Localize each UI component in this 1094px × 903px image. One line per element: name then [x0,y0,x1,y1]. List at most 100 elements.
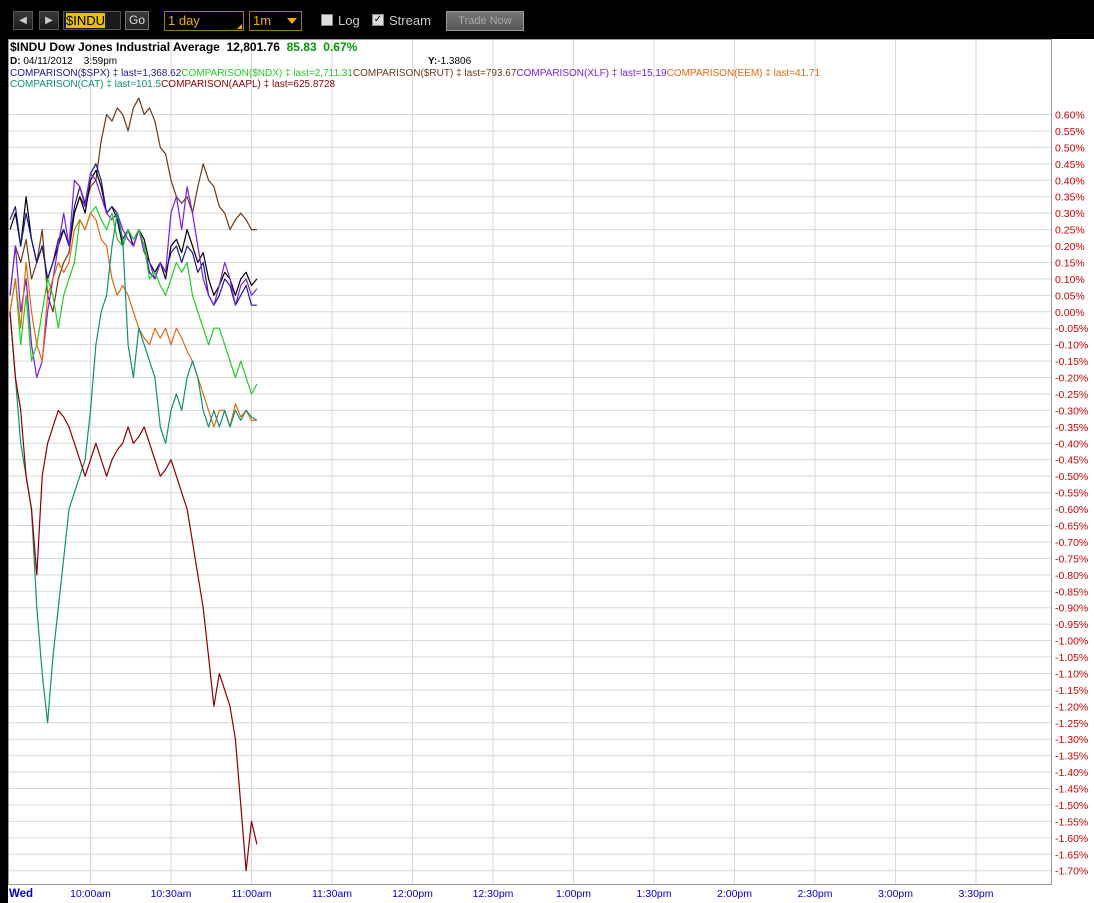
x-tick-label: 2:00pm [717,888,752,900]
quote-line: $INDU Dow Jones Industrial Average 12,80… [10,41,710,55]
x-tick-label: 11:00am [231,888,271,900]
y-tick-label: -1.10% [1055,668,1088,680]
x-axis-panel [8,885,1094,903]
x-tick-label: 3:00pm [878,888,913,900]
y-tick-label: -1.20% [1055,701,1088,713]
trade-now-button[interactable]: Trade Now [446,11,524,31]
crosshair-time: 3:59pm [83,56,118,67]
x-tick-label: Wed [9,888,33,900]
y-tick-label: -1.55% [1055,816,1088,828]
y-tick-label: -0.85% [1055,586,1088,598]
symbol-input[interactable]: $INDU [63,11,121,30]
chevron-right-icon[interactable]: ▶ [39,11,59,30]
y-tick-label: -1.25% [1055,718,1088,730]
x-tick-label: 3:30pm [958,888,993,900]
y-tick-label: -0.90% [1055,603,1088,615]
series-line-ndx [9,206,258,395]
series-line-rut [9,97,257,313]
y-tick-label: 0.15% [1055,257,1085,269]
y-tick-label: -0.65% [1055,521,1088,533]
y-tick-label: 0.25% [1055,225,1085,237]
y-tick-label: -0.75% [1055,553,1088,565]
y-tick-label: -0.50% [1055,471,1088,483]
legend-item-eem: COMPARISON(EEM) ‡ last=41.71 [666,68,821,79]
x-tick-label: 10:00am [70,888,111,900]
y-tick-label: -0.95% [1055,619,1088,631]
legend-item-spx: COMPARISON($SPX) ‡ last=1,368.62 [10,68,182,79]
legend-item-cat: COMPARISON(CAT) ‡ last=101.5 [10,79,162,90]
period-select-value: 1 day [168,13,200,28]
y-tick-label: 0.35% [1055,192,1085,204]
y-tick-label: 0.50% [1055,142,1085,154]
y-tick-label: -1.65% [1055,849,1088,861]
series-line-aapl [9,311,258,872]
resize-corner-icon [237,24,242,29]
y-tick-label: 0.40% [1055,175,1085,187]
y-tick-label: -0.25% [1055,389,1088,401]
y-tick-label: -0.35% [1055,422,1088,434]
chevron-left-icon[interactable]: ◀ [13,11,33,30]
crosshair-date: 04/11/2012 [23,56,73,67]
y-tick-label: 0.10% [1055,274,1085,286]
legend-row-2: COMPARISON(CAT) ‡ last=101.5COMPARISON(A… [10,79,710,90]
y-tick-label: -0.15% [1055,356,1088,368]
quote-name: Dow Jones Industrial Average [49,40,220,54]
chevron-down-icon [287,18,297,24]
interval-select[interactable]: 1m [249,11,302,31]
y-tick-label: -1.45% [1055,784,1088,796]
go-button[interactable]: Go [125,11,149,30]
y-tick-label: -1.50% [1055,800,1088,812]
y-tick-label: -1.30% [1055,734,1088,746]
y-tick-label: 0.05% [1055,290,1085,302]
x-tick-label: 11:30am [312,888,352,900]
quote-change-pct: 0.67% [323,40,358,54]
y-tick-label: -0.40% [1055,438,1088,450]
y-tick-label: 0.45% [1055,159,1085,171]
interval-select-value: 1m [253,13,272,28]
legend-item-xlf: COMPARISON(XLF) ‡ last=15.19 [516,68,667,79]
y-tick-label: -1.35% [1055,751,1088,763]
x-tick-label: 12:00pm [392,888,433,900]
y-tick-label: -1.05% [1055,652,1088,664]
y-tick-label: 0.55% [1055,126,1085,138]
chart-header: $INDU Dow Jones Industrial Average 12,80… [10,41,820,91]
y-axis-panel [1052,39,1094,885]
y-tick-label: -0.55% [1055,488,1088,500]
x-tick-label: 10:30am [151,888,192,900]
legend-row-1: COMPARISON($SPX) ‡ last=1,368.62 COMPARIS… [10,68,820,79]
symbol-input-text: $INDU [66,13,106,28]
crosshair-line: D: 04/11/2012 3:59pm Y:-1.3806 [10,55,710,68]
period-select[interactable]: 1 day [164,11,244,31]
y-tick-label: -1.15% [1055,685,1088,697]
y-tick-label: -0.80% [1055,570,1088,582]
y-tick-label: -1.00% [1055,636,1088,648]
y-tick-label: -0.10% [1055,340,1088,352]
log-checkbox[interactable] [321,14,333,26]
stream-checkbox[interactable]: ✓ [372,14,384,26]
stream-label: Stream [389,13,431,28]
legend-item-rut: COMPARISON($RUT) ‡ last=793.67 [352,68,517,79]
y-tick-label: 0.60% [1055,110,1085,122]
y-tick-label: -1.40% [1055,767,1088,779]
date-label: D: [10,56,21,67]
log-label: Log [338,13,360,28]
crosshair-y: -1.3806 [437,56,472,67]
y-tick-label: -0.60% [1055,504,1088,516]
y-tick-label: -0.20% [1055,373,1088,385]
series-line-eem [9,212,257,428]
y-tick-label: -0.30% [1055,405,1088,417]
legend-item-aapl: COMPARISON(AAPL) ‡ last=625.8728 [161,79,336,90]
y-tick-label: -0.45% [1055,455,1088,467]
series-line-cat [9,212,258,724]
y-tick-label: 0.00% [1055,307,1085,319]
quote-last: 12,801.76 [226,40,280,54]
y-tick-label: 0.30% [1055,208,1085,220]
quote-symbol: $INDU [10,40,47,54]
y-tick-label: 0.20% [1055,241,1085,253]
x-tick-label: 2:30pm [797,888,832,900]
y-label: Y: [428,56,438,67]
x-tick-label: 1:00pm [556,888,591,900]
y-tick-label: -0.05% [1055,323,1088,335]
x-tick-label: 1:30pm [636,888,671,900]
